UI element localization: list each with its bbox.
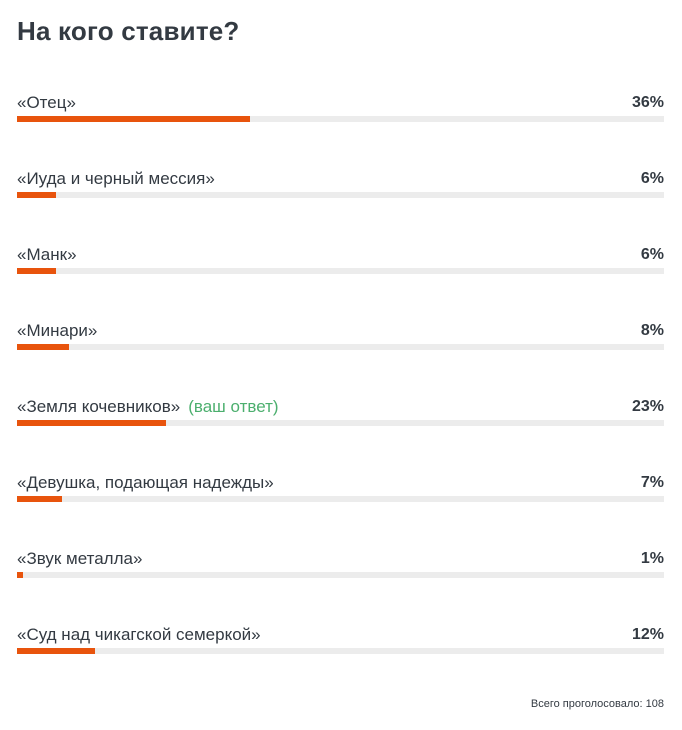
option-row: «Звук металла» 1% (17, 548, 664, 572)
progress-bar-fill (17, 116, 250, 122)
progress-bar-track (17, 420, 664, 426)
option-row: «Суд над чикагской семеркой» 12% (17, 624, 664, 648)
option-label[interactable]: «Земля кочевников» (ваш ответ) (17, 396, 279, 418)
progress-bar-track (17, 648, 664, 654)
option-label[interactable]: «Девушка, подающая надежды» (17, 473, 274, 492)
progress-bar-fill (17, 648, 95, 654)
option-row: «Минари» 8% (17, 320, 664, 344)
option-percent: 6% (640, 246, 664, 263)
option-row: «Отец» 36% (17, 92, 664, 116)
option-percent: 7% (640, 474, 664, 491)
option-percent: 23% (631, 398, 664, 415)
progress-bar-fill (17, 496, 63, 502)
option-percent: 8% (640, 322, 664, 339)
option-percent: 6% (640, 170, 664, 187)
progress-bar-track (17, 344, 664, 350)
option-label[interactable]: «Минари» (17, 321, 98, 340)
your-answer-badge: (ваш ответ) (188, 397, 279, 416)
poll-option-zvuk-metalla[interactable]: «Звук металла» 1% (17, 548, 664, 588)
option-label[interactable]: «Отец» (17, 93, 76, 112)
poll-option-devushka[interactable]: «Девушка, подающая надежды» 7% (17, 472, 664, 512)
option-percent: 36% (631, 94, 664, 111)
progress-bar-track (17, 268, 664, 274)
progress-bar-track (17, 116, 664, 122)
option-label[interactable]: «Звук металла» (17, 549, 143, 568)
option-percent: 12% (631, 626, 664, 643)
poll-option-sud[interactable]: «Суд над чикагской семеркой» 12% (17, 624, 664, 664)
progress-bar-fill (17, 268, 56, 274)
poll-option-iuda[interactable]: «Иуда и черный мессия» 6% (17, 168, 664, 208)
poll-option-mank[interactable]: «Манк» 6% (17, 244, 664, 284)
poll-option-minari[interactable]: «Минари» 8% (17, 320, 664, 360)
option-label-text: «Земля кочевников» (17, 397, 181, 416)
option-label[interactable]: «Суд над чикагской семеркой» (17, 625, 261, 644)
progress-bar-fill (17, 344, 69, 350)
option-row: «Земля кочевников» (ваш ответ) 23% (17, 396, 664, 420)
option-percent: 1% (640, 550, 664, 567)
progress-bar-fill (17, 192, 56, 198)
option-row: «Девушка, подающая надежды» 7% (17, 472, 664, 496)
poll-option-otets[interactable]: «Отец» 36% (17, 92, 664, 132)
option-row: «Иуда и черный мессия» 6% (17, 168, 664, 192)
progress-bar-track (17, 496, 664, 502)
total-votes: Всего проголосовало: 108 (530, 698, 664, 710)
option-row: «Манк» 6% (17, 244, 664, 268)
option-label[interactable]: «Манк» (17, 245, 77, 264)
progress-bar-track (17, 192, 664, 198)
progress-bar-track (17, 572, 664, 578)
poll-title: На кого ставите? (17, 16, 240, 46)
progress-bar-fill (17, 420, 166, 426)
option-label[interactable]: «Иуда и черный мессия» (17, 169, 215, 188)
poll-option-zemlya-kochevnikov[interactable]: «Земля кочевников» (ваш ответ) 23% (17, 396, 664, 436)
progress-bar-fill (17, 572, 24, 578)
